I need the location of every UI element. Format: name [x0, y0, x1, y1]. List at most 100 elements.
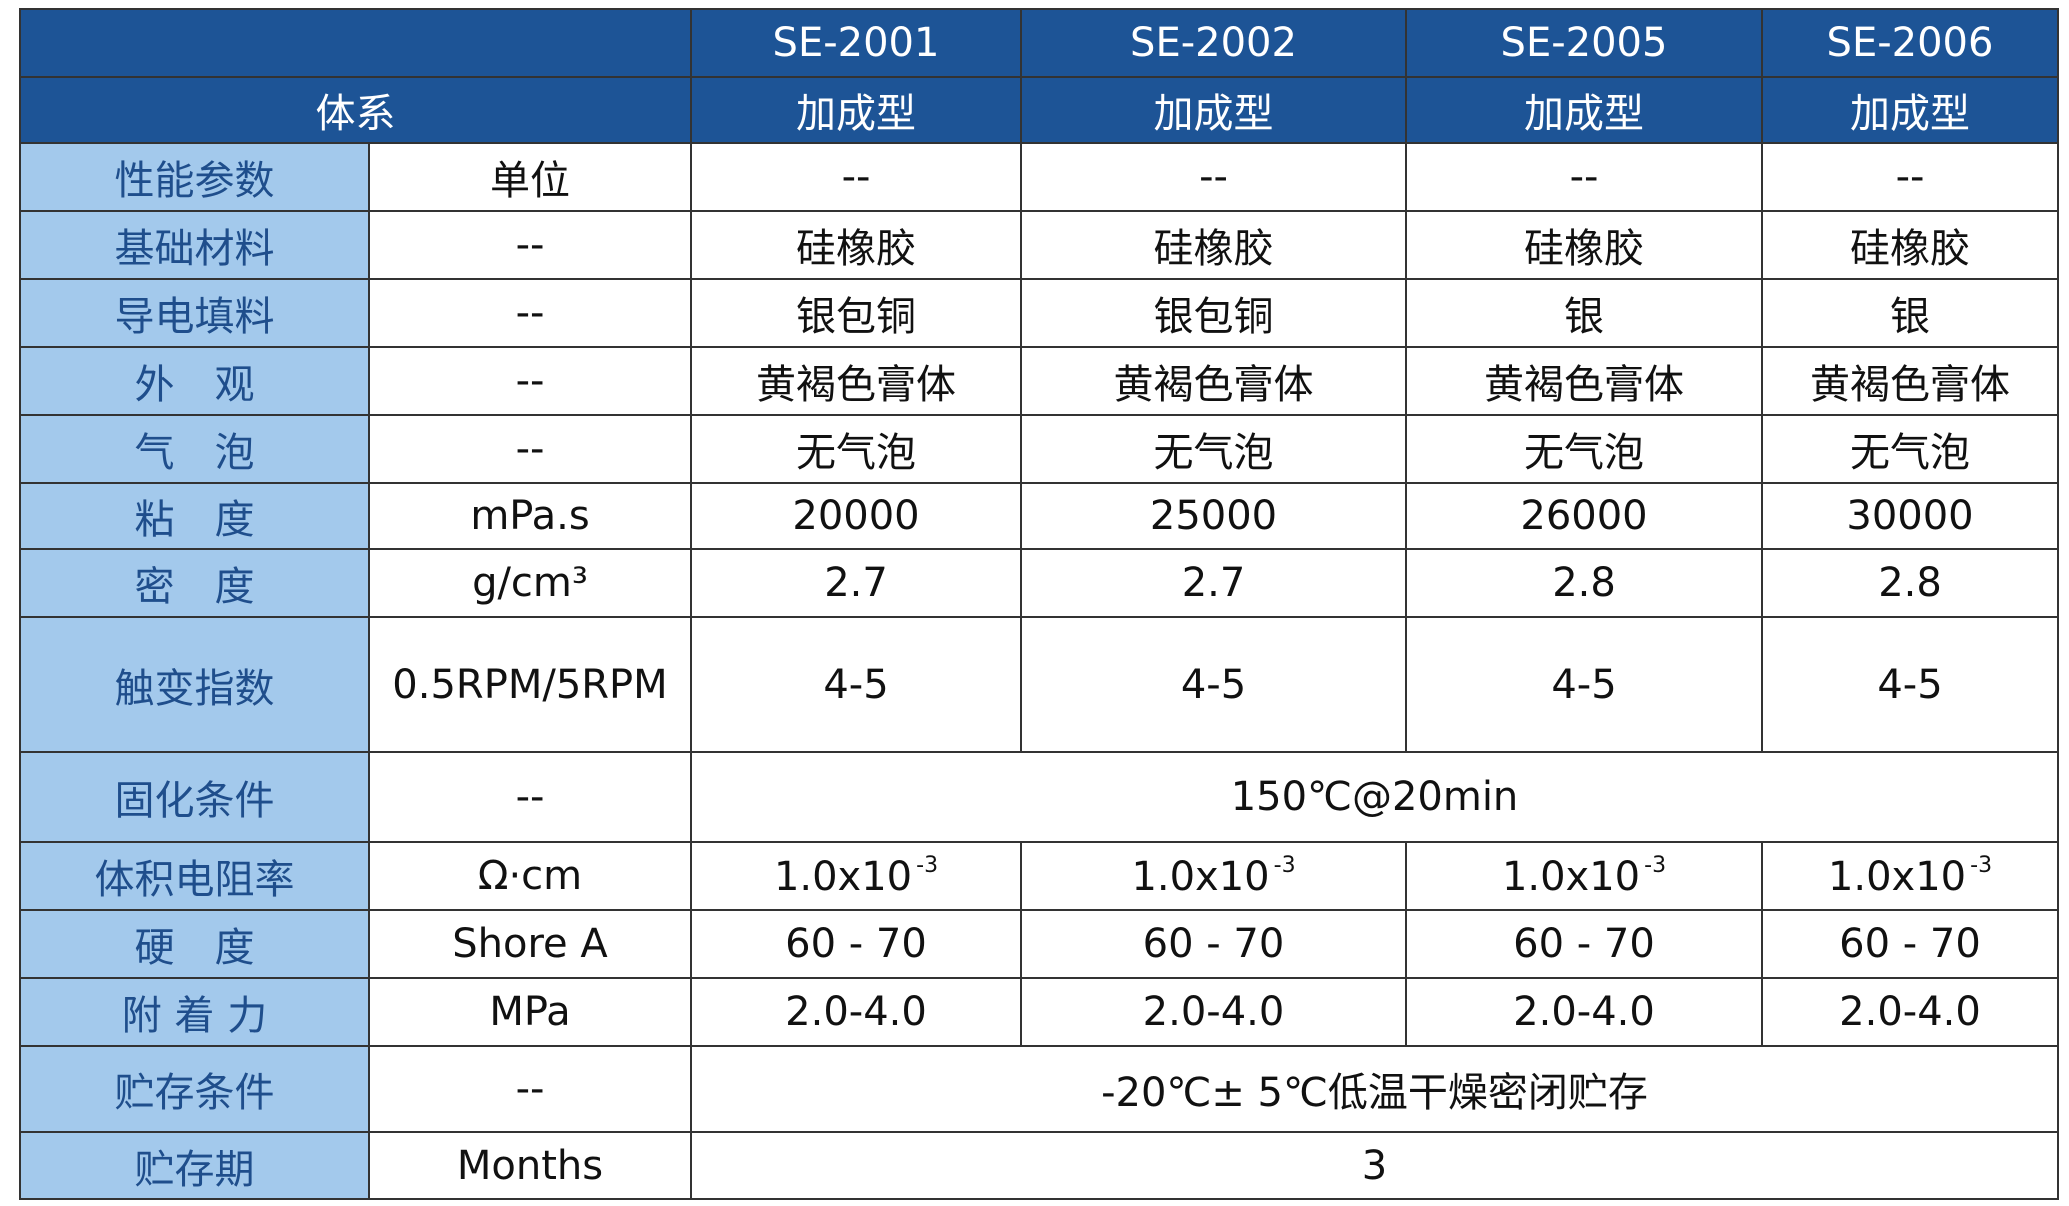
value-base: 1.0x10: [1501, 853, 1641, 900]
unit: --: [368, 210, 692, 280]
property-value: 2.8: [1405, 548, 1763, 618]
header-blank: [19, 8, 692, 78]
model-name: SE-2001: [690, 8, 1022, 78]
property-value: 30000: [1761, 482, 2059, 550]
property-value: 4-5: [1020, 616, 1407, 753]
property-value: 60 - 70: [1020, 909, 1407, 979]
property-label: 附 着 力: [19, 977, 370, 1047]
property-value: -20℃± 5℃低温干燥密闭贮存: [690, 1045, 2059, 1133]
property-value: 黄褐色膏体: [1020, 346, 1407, 416]
value-exponent: -3: [1273, 852, 1296, 878]
unit: 单位: [368, 142, 692, 212]
property-label: 触变指数: [19, 616, 370, 753]
property-value: 无气泡: [690, 414, 1022, 484]
property-label: 密 度: [19, 548, 370, 618]
property-label: 贮存期: [19, 1131, 370, 1200]
property-value: 26000: [1405, 482, 1763, 550]
property-value: 银: [1405, 278, 1763, 348]
property-value: 2.8: [1761, 548, 2059, 618]
table-row: 硬 度 Shore A 60 - 70 60 - 70 60 - 70 60 - 70: [19, 909, 2059, 979]
unit: --: [368, 1045, 692, 1133]
property-label: 固化条件: [19, 751, 370, 843]
property-value: 黄褐色膏体: [1761, 346, 2059, 416]
system-type: 加成型: [1020, 76, 1407, 144]
unit: Months: [368, 1131, 692, 1200]
unit: Ω·cm: [368, 841, 692, 911]
table-row: 体积电阻率 Ω·cm 1.0x10 -3 1.0x10 -3 1.0x10 -3 1.0x10-…: [19, 841, 2059, 911]
table-row: 贮存条件 -- -20℃± 5℃低温干燥密闭贮存: [19, 1045, 2059, 1133]
table-row: SE-2001 SE-2002 SE-2005 SE-2006: [19, 8, 2059, 78]
property-label: 贮存条件: [19, 1045, 370, 1133]
table-row: 触变指数 0.5RPM/5RPM 4-5 4-5 4-5 4-5: [19, 616, 2059, 753]
property-value: 黄褐色膏体: [1405, 346, 1763, 416]
property-value: 银包铜: [1020, 278, 1407, 348]
table-row: 基础材料 -- 硅橡胶 硅橡胶 硅橡胶 硅橡胶: [19, 210, 2059, 280]
unit: g/cm³: [368, 548, 692, 618]
property-value: 硅橡胶: [690, 210, 1022, 280]
unit: --: [368, 414, 692, 484]
property-value: 3: [690, 1131, 2059, 1200]
property-label: 基础材料: [19, 210, 370, 280]
table-row: 贮存期 Months 3: [19, 1131, 2059, 1200]
property-value: 2.0-4.0: [1020, 977, 1407, 1047]
property-value: 60 - 70: [1405, 909, 1763, 979]
system-label: 体系: [19, 76, 692, 144]
property-value: 硅橡胶: [1761, 210, 2059, 280]
property-value: 4-5: [1761, 616, 2059, 753]
property-value: 2.7: [1020, 548, 1407, 618]
property-value: --: [1405, 142, 1763, 212]
value-base: 1.0x10: [773, 853, 913, 900]
value-base: 1.0x10: [1827, 853, 1967, 900]
property-value: 1.0x10 -3: [1761, 841, 2059, 911]
unit: --: [368, 346, 692, 416]
unit: 0.5RPM/5RPM: [368, 616, 692, 753]
value-exponent: -3: [916, 852, 939, 878]
property-value: 银: [1761, 278, 2059, 348]
table-body: SE-2001 SE-2002 SE-2005 SE-2006 体系 加成型 加成型 加成型加…: [19, 8, 2059, 1200]
table-row: 附 着 力 MPa 2.0-4.0 2.0-4.0 2.0-4.0 2.0-4.0: [19, 977, 2059, 1047]
model-name: SE-2002: [1020, 8, 1407, 78]
table-row: 体系 加成型 加成型 加成型 加成型: [19, 76, 2059, 144]
property-value: 4-5: [1405, 616, 1763, 753]
system-type: 加成型: [1405, 76, 1763, 144]
system-type: 加成型: [690, 76, 1022, 144]
table-row: 固化条件 -- 150℃@20min: [19, 751, 2059, 843]
property-value: 硅橡胶: [1020, 210, 1407, 280]
value-base: 1.0x10: [1131, 853, 1270, 900]
table-row: 气 泡 -- 无气泡 无气泡 无气泡 无气泡: [19, 414, 2059, 484]
property-value: 20000: [690, 482, 1022, 550]
unit: Shore A: [368, 909, 692, 979]
property-value: --: [1761, 142, 2059, 212]
table-row: 导电填料 -- 银包铜 银包铜银银: [19, 278, 2059, 348]
property-label: 粘 度: [19, 482, 370, 550]
property-label: 性能参数: [19, 142, 370, 212]
table-row: 密 度 g/cm³ 2.7 2.7 2.8 2.8: [19, 548, 2059, 618]
property-label: 导电填料: [19, 278, 370, 348]
property-value: 60 - 70: [1761, 909, 2059, 979]
system-type: 加成型: [1761, 76, 2059, 144]
property-value: 60 - 70: [690, 909, 1022, 979]
property-value: 2.0-4.0: [1761, 977, 2059, 1047]
value-exponent: -3: [1970, 852, 1993, 878]
property-value: 2.0-4.0: [690, 977, 1022, 1047]
unit: --: [368, 751, 692, 843]
unit: --: [368, 278, 692, 348]
property-value: 银包铜: [690, 278, 1022, 348]
property-label: 硬 度: [19, 909, 370, 979]
table-row: 性能参数 单位 -- -- -- --: [19, 142, 2059, 212]
property-value: --: [690, 142, 1022, 212]
spec-table: SE-2001 SE-2002 SE-2005 SE-2006 体系 加成型 加成型 加成型加…: [19, 8, 2059, 1200]
property-value: 1.0x10 -3: [1405, 841, 1763, 911]
value-exponent: -3: [1644, 852, 1667, 878]
property-value: 黄褐色膏体: [690, 346, 1022, 416]
property-value: 2.7: [690, 548, 1022, 618]
property-value: 150℃@20min: [690, 751, 2059, 843]
property-value: 2.0-4.0: [1405, 977, 1763, 1047]
unit: MPa: [368, 977, 692, 1047]
unit: mPa.s: [368, 482, 692, 550]
table-row: 粘 度 mPa.s 20000 25000 26000 30000: [19, 482, 2059, 550]
property-value: 25000: [1020, 482, 1407, 550]
property-label: 气 泡: [19, 414, 370, 484]
model-name: SE-2006: [1761, 8, 2059, 78]
